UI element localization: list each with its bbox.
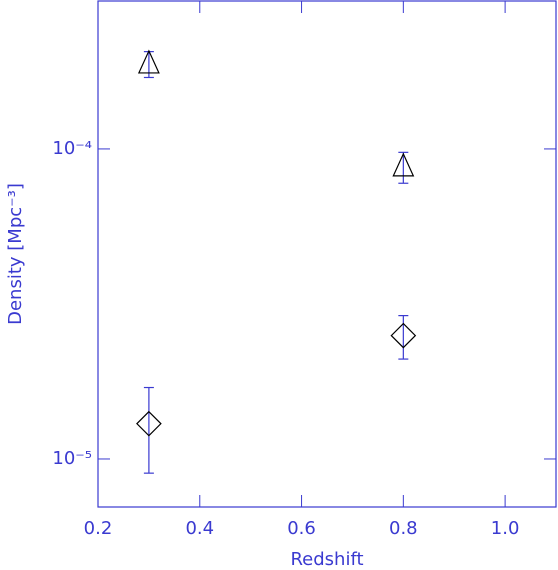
error-bar [398,151,409,184]
x-tick-label: 1.0 [491,518,520,539]
y-axis-label: Density [Mpc⁻³] [5,183,26,325]
error-bar [398,315,409,360]
plot-frame [97,0,557,508]
y-tick-label: 10⁻⁵ [52,448,92,469]
x-tick-label: 0.6 [287,518,316,539]
error-bar [143,51,154,79]
x-tick-label: 0.2 [84,518,113,539]
point [137,49,160,74]
x-tick-label: 0.4 [185,518,214,539]
point [390,322,417,349]
y-tick-label: 10⁻⁴ [52,138,92,159]
point [136,410,162,437]
error-bar [143,386,154,474]
point [392,152,415,177]
x-tick-label: 0.8 [389,518,418,539]
x-axis-label: Redshift [290,549,363,570]
